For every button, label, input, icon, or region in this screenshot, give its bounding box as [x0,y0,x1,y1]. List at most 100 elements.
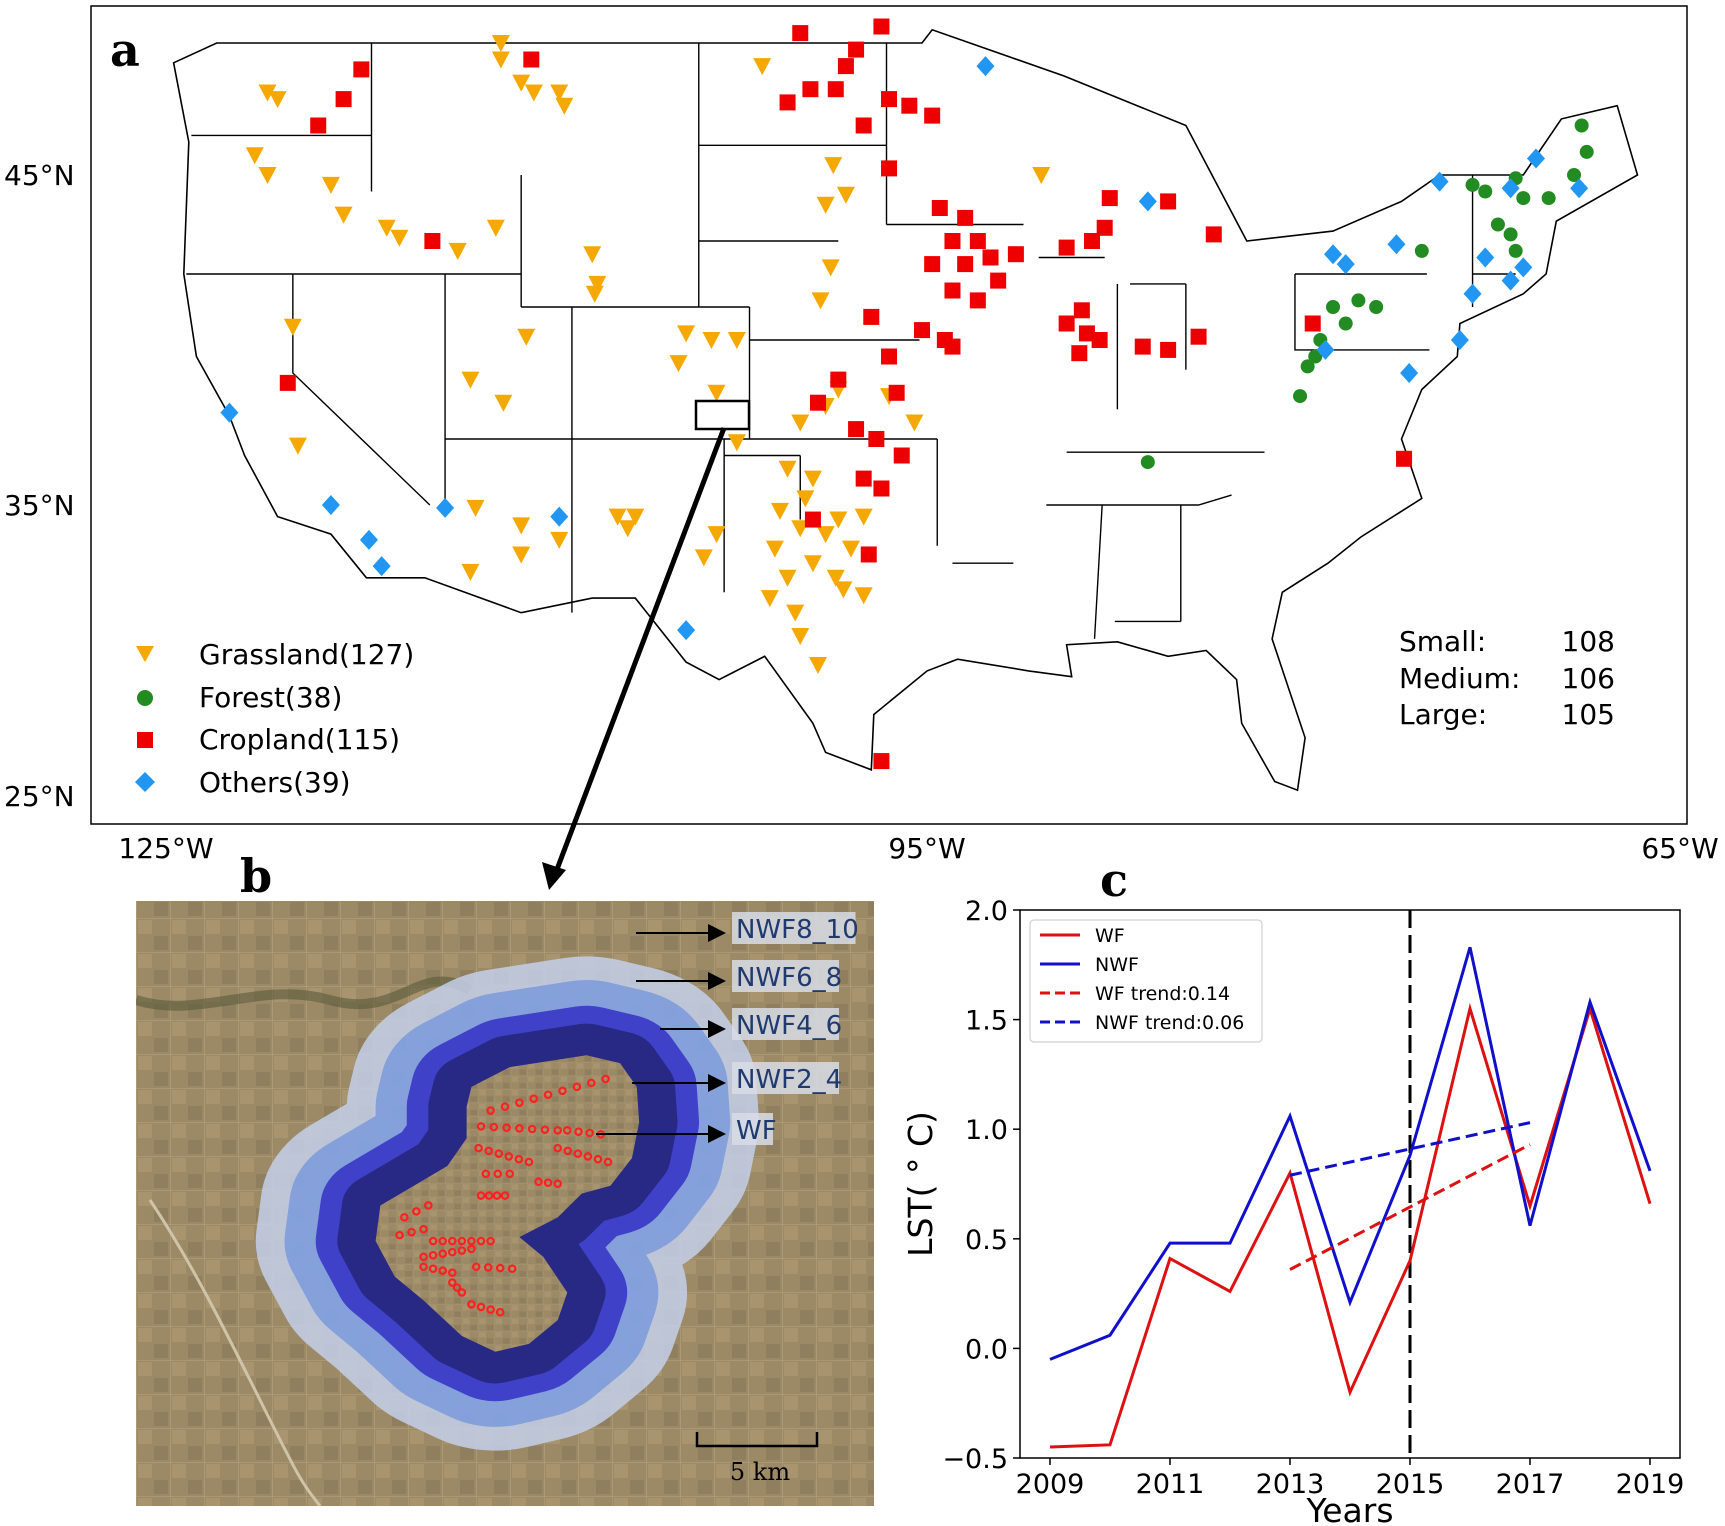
cropland-site [1160,341,1177,358]
cropland-site [830,371,847,388]
grassland-site [466,499,485,517]
forest-site [1503,227,1518,242]
cropland-site [931,200,948,216]
state-line [1294,274,1430,351]
grassland-site [390,229,409,247]
turbine-dot [494,1149,504,1158]
buffer-zones [255,956,759,1451]
cropland-site [848,41,865,58]
others-site [436,497,455,518]
others-site [321,495,340,515]
panel-letter-c: c [1100,853,1128,907]
cropland-site [855,470,872,487]
scale-bar-label: 5 km [730,1458,790,1486]
cropland-site [804,511,821,528]
cropland-site [1396,450,1413,467]
legend-label: WF trend:0.14 [1095,983,1230,1005]
cropland-site [924,256,941,273]
grassland-site [727,332,746,349]
grassland-site [765,540,784,558]
panel-letter-b: b [240,849,272,903]
cropland-site [1190,328,1207,345]
grassland-site [803,555,822,573]
us-outline [172,28,1639,792]
turbine-dot [484,1191,494,1200]
others-site [1430,171,1449,192]
grassland-site [778,569,797,587]
map-legend: Grassland(127) Forest(38) Cropland(115) … [135,638,414,799]
size-value-medium: 106 [1562,662,1615,695]
forest-site [1140,455,1155,470]
turbine-dot [486,1236,495,1246]
cropland-site [1096,219,1113,236]
cropland-site [353,61,370,78]
cropland-site [982,249,999,266]
legend-label: NWF [1095,954,1139,976]
others-site [1336,254,1355,275]
y-tick-label: −0.5 [942,1444,1008,1475]
turbine-dot [515,1098,524,1107]
turbine-dot [438,1236,447,1246]
turbine-dot [419,1262,428,1272]
turbine-dot [500,1102,510,1111]
grassland-site [461,563,480,581]
turbine-dot [424,1201,433,1210]
forest-site [1541,191,1556,206]
grassland-site [791,520,810,538]
forest-site [1574,118,1589,133]
size-counts: Small: 108 Medium: 106 Large: 105 [1399,625,1615,731]
turbine-dot [586,1078,596,1088]
others-site [1501,270,1520,291]
panel-a-map: a 45°N 35°N 25°N 125°W 95°W 65°W Grassla… [4,5,1719,865]
grassland-site [288,437,307,455]
state-line [1093,504,1103,639]
x-tick-label: 2009 [1016,1469,1085,1500]
cropland-site [523,51,540,68]
cropland-site [888,384,905,401]
grassland-site [512,517,531,535]
grassland-site [803,470,822,488]
cropland-site [1058,239,1075,256]
others-site [1324,244,1343,265]
grassland-site [829,511,848,529]
turbine-dot [514,1154,524,1164]
grassland-site [245,147,264,165]
turbine-dot [500,1191,510,1200]
legend-box [1029,919,1263,1043]
forest-site [1478,184,1493,199]
turbine-dot [515,1124,524,1133]
cropland-site [914,322,931,339]
cropland-site [1071,345,1088,362]
x-tick-label: 2017 [1496,1469,1565,1500]
forest-site [1567,168,1582,182]
x-tick-label: 2019 [1616,1469,1685,1500]
grassland-site [377,219,396,237]
turbine-dot [585,1128,594,1138]
turbine-dot [447,1278,457,1287]
turbine-dot [486,1106,495,1115]
panel-letter-a: a [110,23,140,77]
grassland-site [512,546,531,564]
cropland-site [969,292,986,309]
cropland-site [1058,315,1075,332]
forest-site [1300,359,1315,374]
others-site [550,506,569,527]
forest-site [1369,300,1384,314]
turbine-dot [476,1191,486,1200]
cropland-site [810,394,827,411]
zone-label-bg [732,1062,839,1094]
grassland-site [550,531,569,549]
cropland-site [310,117,327,134]
lon-tick: 125°W [118,832,213,865]
cropland-site [990,272,1007,289]
zone-label-bg [732,912,856,944]
grassland-site [677,325,696,343]
turbine-dot [457,1246,467,1255]
forest-site [1308,349,1323,364]
grassland-site [836,186,855,204]
grassland-site [268,91,287,109]
cropland-site [881,91,898,108]
cropland-site [860,546,877,563]
forest-site [1490,217,1505,232]
grassland-site [816,196,835,214]
